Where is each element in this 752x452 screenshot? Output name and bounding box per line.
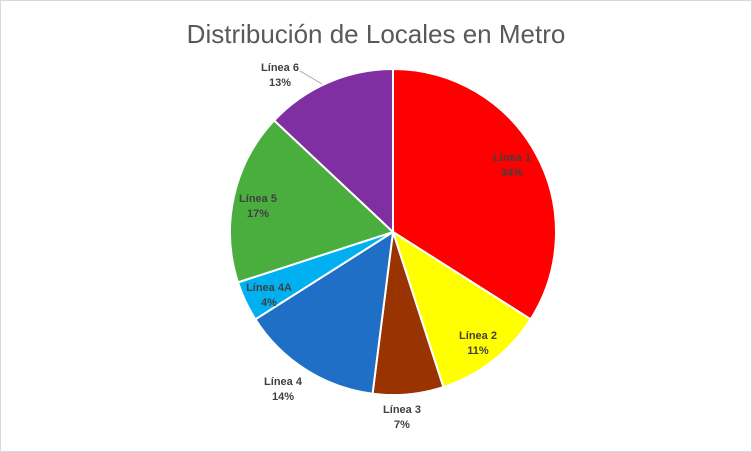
slice-value-label: 11% bbox=[467, 345, 489, 357]
pie-slice bbox=[272, 67, 394, 235]
slice-value-label: 4% bbox=[261, 297, 277, 309]
slice-value-label: 13% bbox=[269, 77, 291, 89]
slice-value-label: 7% bbox=[394, 419, 410, 431]
slice-value-label: 34% bbox=[501, 167, 523, 179]
slice-label: Línea 3 bbox=[383, 404, 421, 416]
slice-value-label: 14% bbox=[272, 391, 294, 403]
pie-slice bbox=[253, 230, 395, 395]
slice-label: Línea 1 bbox=[493, 152, 531, 164]
leader-line bbox=[299, 70, 323, 85]
slice-label: Línea 4 bbox=[264, 376, 303, 388]
slice-label: Línea 2 bbox=[459, 330, 497, 342]
slice-label: Línea 6 bbox=[261, 62, 299, 74]
slice-value-label: 17% bbox=[247, 208, 269, 220]
chart-title: Distribución de Locales en Metro bbox=[187, 19, 566, 49]
slice-label: Línea 5 bbox=[239, 193, 277, 205]
slice-label: Línea 4A bbox=[246, 282, 292, 294]
pie-slice bbox=[229, 119, 395, 284]
pie-slice bbox=[391, 229, 533, 389]
